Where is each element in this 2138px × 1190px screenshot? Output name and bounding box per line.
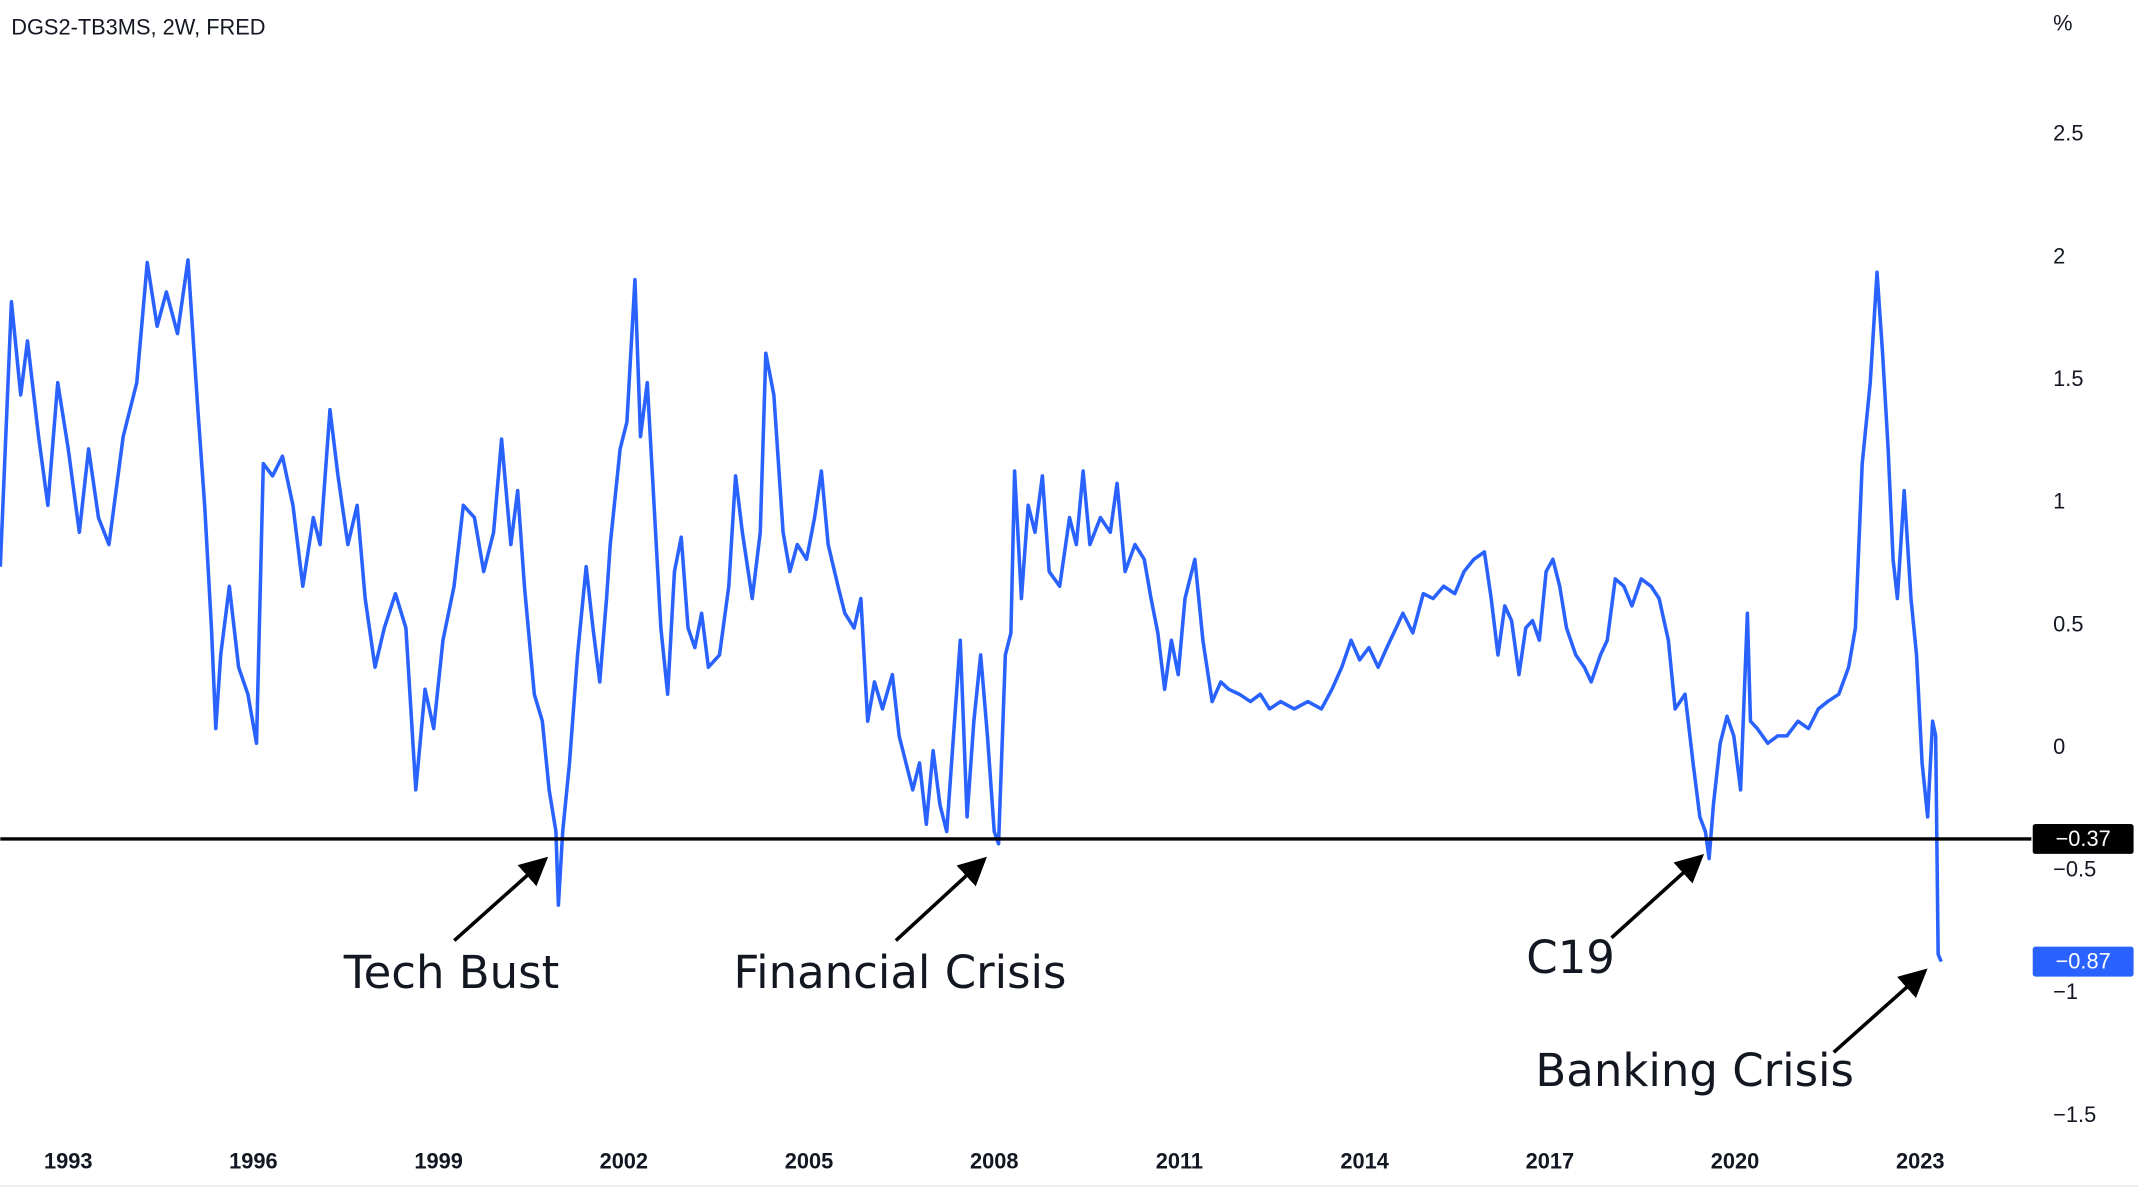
horizontal-line-badge bbox=[2032, 823, 2134, 854]
x-tick-label: 2005 bbox=[785, 1149, 834, 1174]
y-unit: % bbox=[2053, 10, 2072, 35]
annotation: Banking Crisis bbox=[1535, 1044, 1854, 1097]
x-tick-label: 2023 bbox=[1896, 1149, 1944, 1174]
y-tick-label: 0.5 bbox=[2053, 611, 2083, 636]
y-tick-label: 2.5 bbox=[2053, 121, 2083, 146]
last-value-badge bbox=[2032, 946, 2134, 977]
annotation-arrow bbox=[453, 856, 549, 942]
horizontal-line-label: −0.37 bbox=[2056, 826, 2111, 851]
y-tick-label: 2 bbox=[2053, 243, 2065, 268]
y-tick-label: 1.5 bbox=[2053, 366, 2083, 391]
y-tick-label: −1 bbox=[2053, 979, 2078, 1004]
y-tick-label: −0.5 bbox=[2053, 857, 2096, 882]
annotation-arrow bbox=[1832, 968, 1928, 1054]
annotation: Tech Bust bbox=[343, 946, 559, 999]
annotation-arrow bbox=[1610, 854, 1705, 940]
x-tick-label: 2002 bbox=[600, 1149, 649, 1174]
x-tick-label: 1993 bbox=[44, 1149, 93, 1174]
x-tick-label: 2008 bbox=[970, 1149, 1019, 1174]
last-value-label: −0.87 bbox=[2056, 949, 2111, 974]
chart-title: DGS2-TB3MS, 2W, FRED bbox=[11, 14, 265, 39]
x-tick-label: 2020 bbox=[1711, 1149, 1760, 1174]
x-tick-label: 2017 bbox=[1526, 1149, 1575, 1174]
x-tick-label: 2011 bbox=[1156, 1149, 1203, 1174]
annotation: C19 bbox=[1526, 931, 1615, 984]
data-line bbox=[0, 258, 1943, 963]
x-tick-label: 1996 bbox=[229, 1149, 278, 1174]
annotation: Financial Crisis bbox=[733, 946, 1066, 999]
annotation-arrow bbox=[894, 856, 987, 942]
y-tick-label: −1.5 bbox=[2053, 1102, 2096, 1127]
x-tick-label: 1999 bbox=[414, 1149, 463, 1174]
x-tick-label: 2014 bbox=[1340, 1149, 1389, 1174]
y-tick-label: 1 bbox=[2053, 489, 2065, 514]
y-tick-label: 0 bbox=[2053, 734, 2065, 759]
